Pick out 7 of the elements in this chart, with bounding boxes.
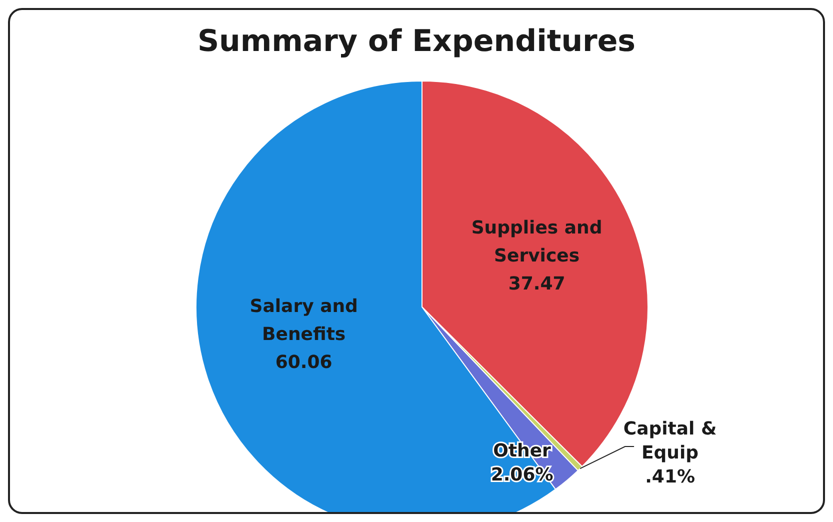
slice-label: Capital & Equip	[623, 418, 717, 464]
data-label: 37.47	[508, 274, 566, 295]
chart-title: Summary of Expenditures	[196, 24, 637, 59]
slice-label: Supplies and Services	[471, 218, 602, 267]
data-label: 60.06	[275, 352, 332, 374]
slice-label: Salary and Benefits	[250, 296, 358, 346]
data-label: .41%	[645, 466, 695, 488]
